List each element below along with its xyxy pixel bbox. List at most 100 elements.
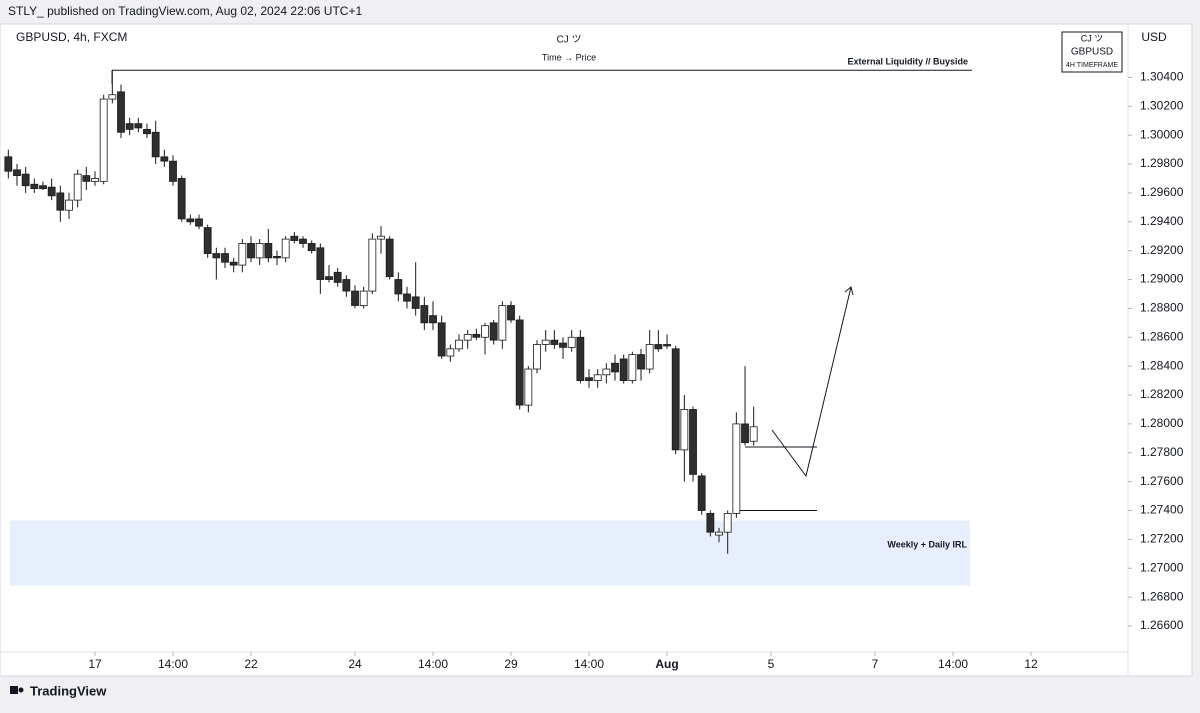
y-tick-label: 1.28800 <box>1140 301 1184 315</box>
y-tick-label: 1.29200 <box>1140 243 1184 257</box>
candle-body <box>654 344 663 350</box>
candle-body <box>82 175 91 182</box>
candle-body <box>385 238 394 278</box>
y-tick-label: 1.30200 <box>1140 98 1184 112</box>
candle-body <box>247 243 255 259</box>
candle-body <box>515 319 524 406</box>
candle-body <box>99 98 108 182</box>
candle-body <box>91 178 99 182</box>
candle-body <box>533 344 541 370</box>
candle-body <box>73 173 82 201</box>
y-tick-label: 1.29000 <box>1140 272 1184 286</box>
candle-body <box>273 256 281 259</box>
candle-body <box>637 354 645 370</box>
candle-body <box>117 91 125 133</box>
y-tick-label: 1.29400 <box>1140 214 1184 228</box>
candle-body <box>732 423 741 514</box>
candle-body <box>203 227 212 254</box>
y-tick-label: 1.27800 <box>1140 445 1184 459</box>
candle-body <box>108 94 117 100</box>
y-tick-label: 1.27000 <box>1140 560 1184 574</box>
y-tick-label: 1.28200 <box>1140 387 1184 401</box>
candle-body <box>671 348 680 451</box>
candle-body <box>498 305 507 341</box>
candle-body <box>619 358 628 381</box>
irl-zone <box>10 520 970 586</box>
candle-body <box>13 169 21 176</box>
candle-body <box>689 409 697 475</box>
brand: TradingView <box>10 683 107 698</box>
x-tick-label: 14:00 <box>574 657 604 671</box>
candle-body <box>281 238 290 259</box>
candle-body <box>680 409 689 451</box>
candle-body <box>290 235 299 241</box>
candle-body <box>143 128 151 135</box>
currency-label: USD <box>1141 30 1167 44</box>
candle-body <box>723 513 732 533</box>
candle-body <box>524 368 533 406</box>
candle-body <box>47 186 56 197</box>
brand-icon-dot <box>18 687 24 693</box>
candle-body <box>645 344 654 370</box>
candle-body <box>697 475 706 511</box>
brand-icon <box>10 686 18 694</box>
candle-body <box>160 156 169 162</box>
candle-body <box>316 247 325 280</box>
header-author: CJ ツ <box>557 35 582 46</box>
y-tick-label: 1.30000 <box>1140 127 1184 141</box>
candle-body <box>541 339 550 345</box>
watermark-author: CJ ツ <box>1081 33 1104 43</box>
published-note: STLY_ published on TradingView.com, Aug … <box>8 4 362 18</box>
candle-body <box>628 354 637 381</box>
candle-body <box>411 296 420 309</box>
candle-body <box>21 173 30 187</box>
y-tick-label: 1.30400 <box>1140 70 1184 84</box>
candle-body <box>186 218 195 223</box>
y-tick-label: 1.27600 <box>1140 474 1184 488</box>
candle-body <box>229 261 238 266</box>
candle-body <box>299 238 307 244</box>
candle-body <box>663 344 671 347</box>
candle-body <box>377 235 385 240</box>
candle-body <box>255 243 264 259</box>
candle-body <box>403 293 411 302</box>
candle-body <box>455 339 463 350</box>
x-tick-label: 29 <box>504 657 518 671</box>
y-tick-label: 1.29600 <box>1140 185 1184 199</box>
candle-body <box>30 183 39 189</box>
candle-body <box>550 339 559 345</box>
y-tick-label: 1.28000 <box>1140 416 1184 430</box>
watermark-symbol: GBPUSD <box>1071 47 1113 58</box>
candle-body <box>576 336 585 381</box>
x-tick-label: 24 <box>348 657 362 671</box>
candle-body <box>325 276 333 280</box>
candle-body <box>749 426 758 442</box>
candle-body <box>559 342 567 348</box>
candle-body <box>125 123 134 130</box>
candle-body <box>65 199 73 211</box>
candle-body <box>741 423 749 444</box>
y-tick-label: 1.29800 <box>1140 156 1184 170</box>
candle-body <box>611 362 619 373</box>
arrow-head <box>844 286 854 296</box>
y-tick-label: 1.28400 <box>1140 358 1184 372</box>
y-tick-label: 1.26800 <box>1140 589 1184 603</box>
liquidity-label: External Liquidity // Buyside <box>847 57 968 67</box>
irl-zone-label: Weekly + Daily IRL <box>887 539 967 549</box>
x-tick-label: 7 <box>872 657 879 671</box>
x-tick-label: Aug <box>655 657 678 671</box>
x-tick-label: 12 <box>1024 657 1038 671</box>
candle-body <box>151 131 160 158</box>
candle-body <box>351 290 359 306</box>
candle-body <box>507 305 515 321</box>
candle-body <box>446 348 455 357</box>
candle-body <box>394 279 403 295</box>
candle-body <box>602 368 611 376</box>
projection-arrow <box>771 286 852 478</box>
x-tick-label: 5 <box>768 657 775 671</box>
y-tick-label: 1.26600 <box>1140 618 1184 632</box>
candle-body <box>437 322 446 357</box>
candle-body <box>169 160 177 182</box>
candle-body <box>307 243 316 252</box>
